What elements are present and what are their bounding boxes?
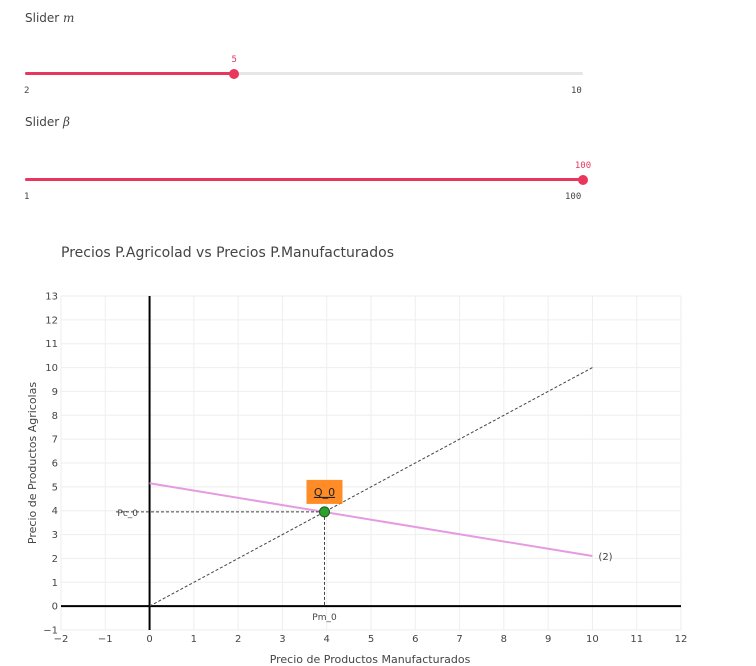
slider-beta-value: 100 [574, 161, 592, 171]
x-tick-label: 0 [146, 634, 152, 645]
x-tick-label: 6 [412, 634, 418, 645]
y-tick-label: 0 [52, 602, 58, 613]
grid-layer [60, 295, 682, 631]
slider-m-label: Slider [25, 11, 60, 25]
x-tick-label: −2 [54, 634, 69, 645]
slider-beta-symbol: β [63, 115, 70, 129]
x-axis-label: Precio de Productos Manufacturados [270, 653, 471, 666]
y-tick-label: 3 [52, 530, 58, 541]
x-tick-label: 5 [368, 634, 374, 645]
y-tick-label: 7 [52, 435, 58, 446]
x-tick-label: 8 [501, 634, 507, 645]
equilibrium-x-label: Pm_0 [312, 613, 337, 623]
slider-beta-max-label: 100 [565, 192, 582, 202]
y-tick-label: 11 [45, 339, 58, 350]
slider-m-title: Slider m [25, 11, 74, 25]
slider-m-track[interactable] [25, 68, 583, 79]
x-tick-label: 10 [586, 634, 599, 645]
x-tick-label: 11 [630, 634, 643, 645]
slider-beta-track[interactable] [25, 174, 588, 185]
x-tick-label: 9 [545, 634, 551, 645]
slider-m-handle[interactable] [229, 68, 240, 79]
x-tick-label: −1 [98, 634, 113, 645]
equilibrium-y-label: Pc_0 [117, 509, 138, 519]
slider-beta-title: Slider β [25, 115, 70, 129]
annotation-layer: Q_0 Pc_0 Pm_0 [116, 479, 343, 623]
series-end-label: (2) [598, 552, 612, 563]
y-tick-label: 13 [45, 292, 58, 303]
slider-m-fill [25, 72, 235, 75]
equilibrium-label: Q_0 [314, 486, 335, 499]
x-tick-label: 4 [324, 634, 330, 645]
y-tick-label: 6 [52, 459, 58, 470]
y-tick-label: 5 [52, 482, 58, 493]
slider-m-value: 5 [231, 55, 237, 65]
chart-title: Precios P.Agricolad vs Precios P.Manufac… [61, 245, 394, 261]
y-tick-label: 8 [52, 411, 58, 422]
slider-m-symbol: m [63, 11, 75, 25]
y-tick-label: 9 [52, 387, 58, 398]
y-tick-label: 1 [52, 578, 58, 589]
y-tick-label: 4 [52, 506, 58, 517]
slider-m-min-label: 2 [24, 86, 30, 96]
equilibrium-point [319, 506, 330, 518]
slider-beta-handle[interactable] [578, 174, 588, 185]
dotted-reference-line [149, 367, 593, 607]
x-tick-label: 3 [279, 634, 285, 645]
y-tick-label: 2 [52, 554, 58, 565]
y-tick-label: −1 [43, 626, 58, 637]
x-tick-label: 2 [235, 634, 241, 645]
series-layer: (2) [149, 367, 613, 607]
y-tick-label: 10 [45, 363, 58, 374]
slider-beta-min-label: 1 [24, 192, 30, 202]
x-tick-label: 12 [675, 634, 688, 645]
x-tick-label: 7 [456, 634, 462, 645]
y-axis-label: Precio de Productos Agricolas [26, 382, 39, 544]
x-tick-label: 1 [191, 634, 197, 645]
y-tick-label: 12 [45, 315, 58, 326]
slider-m-max-label: 10 [571, 86, 582, 96]
equilibrium-label-box [306, 479, 343, 504]
price-relation-line [149, 482, 593, 558]
slider-beta-fill [25, 178, 583, 181]
slider-beta-label: Slider [25, 115, 60, 129]
